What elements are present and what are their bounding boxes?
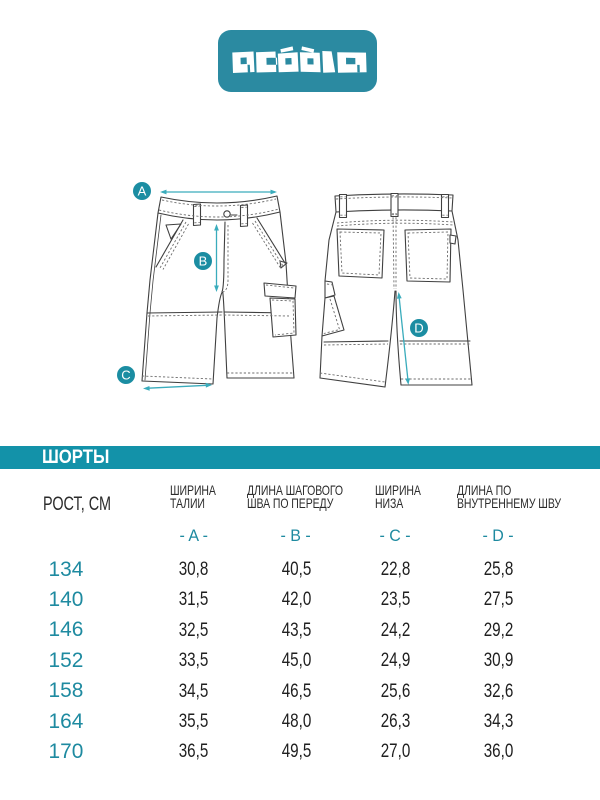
svg-text:D: D xyxy=(414,321,423,336)
svg-text:B: B xyxy=(199,254,208,269)
svg-text:A: A xyxy=(138,184,147,199)
svg-text:C: C xyxy=(121,368,130,383)
